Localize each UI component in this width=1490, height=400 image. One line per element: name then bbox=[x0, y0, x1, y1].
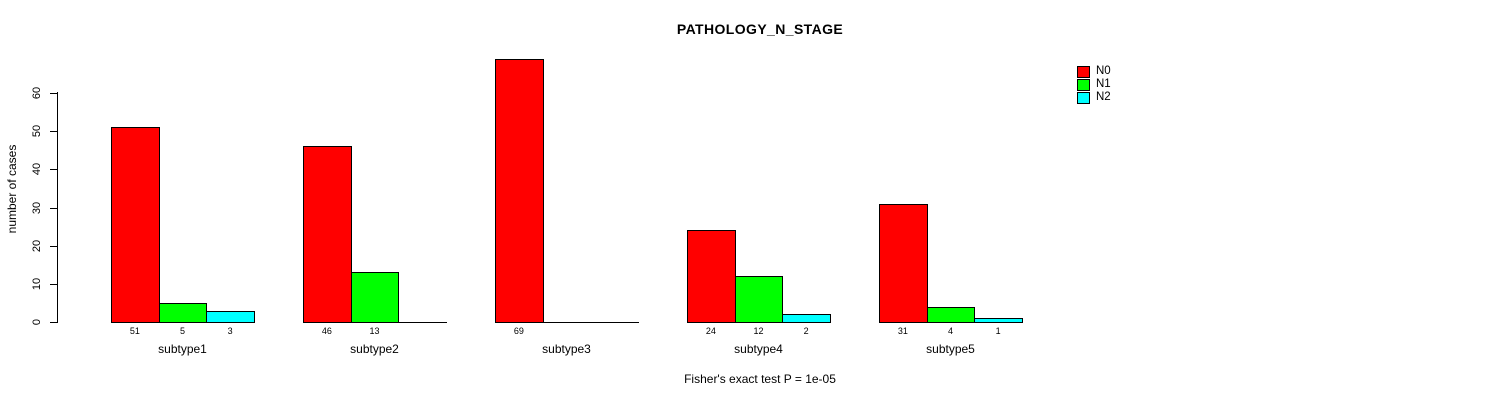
bar-subtype1-N0 bbox=[111, 127, 160, 323]
y-axis-line bbox=[57, 92, 58, 323]
y-axis-tick bbox=[50, 208, 57, 209]
bar-value-label: 2 bbox=[803, 326, 809, 336]
y-axis-tick-label: 60 bbox=[31, 86, 43, 100]
y-axis-tick bbox=[50, 322, 57, 323]
y-axis-tick-label: 40 bbox=[31, 162, 43, 176]
bar-value-label: 12 bbox=[753, 326, 764, 336]
bar-value-label: 24 bbox=[705, 326, 716, 336]
bar-value-label: 4 bbox=[947, 326, 953, 336]
y-axis-tick-label: 20 bbox=[31, 239, 43, 253]
legend-item-N1: N1 bbox=[1077, 78, 1111, 91]
bar-value-label: 5 bbox=[179, 326, 185, 336]
y-axis-tick bbox=[50, 169, 57, 170]
y-axis-tick-label: 0 bbox=[31, 318, 43, 326]
bar-subtype1-N1 bbox=[158, 303, 208, 323]
legend-swatch-N0 bbox=[1077, 65, 1090, 78]
legend: N0 N1 N2 bbox=[1077, 65, 1111, 104]
bar-value-label: 51 bbox=[129, 326, 140, 336]
legend-label: N1 bbox=[1096, 78, 1111, 90]
bar-subtype2-N1 bbox=[350, 272, 400, 323]
bar-subtype5-N1 bbox=[926, 307, 976, 323]
y-axis-tick bbox=[50, 284, 57, 285]
legend-label: N2 bbox=[1096, 91, 1111, 103]
bar-subtype1-N2 bbox=[206, 311, 255, 323]
bar-value-label: 13 bbox=[369, 326, 380, 336]
footer-annotation: Fisher's exact test P = 1e-05 bbox=[684, 372, 836, 386]
bar-subtype2-N0 bbox=[303, 146, 352, 323]
category-label-subtype5: subtype5 bbox=[926, 342, 975, 356]
y-axis-tick-label: 50 bbox=[31, 124, 43, 138]
y-axis-tick-label: 10 bbox=[31, 277, 43, 291]
category-label-subtype4: subtype4 bbox=[734, 342, 783, 356]
bar-subtype5-N2 bbox=[974, 318, 1023, 323]
bar-subtype3-N0 bbox=[495, 59, 544, 323]
bar-value-label: 69 bbox=[513, 326, 524, 336]
category-label-subtype2: subtype2 bbox=[350, 342, 399, 356]
y-axis-tick bbox=[50, 93, 57, 94]
legend-label: N0 bbox=[1096, 65, 1111, 77]
bar-value-label: 1 bbox=[995, 326, 1001, 336]
bar-value-label: 3 bbox=[227, 326, 233, 336]
bar-value-label: 31 bbox=[897, 326, 908, 336]
group-baseline bbox=[495, 322, 639, 323]
y-axis-tick bbox=[50, 246, 57, 247]
category-label-subtype3: subtype3 bbox=[542, 342, 591, 356]
category-label-subtype1: subtype1 bbox=[158, 342, 207, 356]
legend-item-N2: N2 bbox=[1077, 91, 1111, 104]
chart-title: PATHOLOGY_N_STAGE bbox=[676, 21, 844, 37]
bar-subtype4-N2 bbox=[782, 314, 831, 323]
legend-item-N0: N0 bbox=[1077, 65, 1111, 78]
bar-subtype5-N0 bbox=[879, 204, 928, 323]
bar-subtype4-N0 bbox=[687, 230, 736, 323]
y-axis-tick bbox=[50, 131, 57, 132]
bar-subtype4-N1 bbox=[734, 276, 784, 323]
legend-swatch-N1 bbox=[1077, 78, 1090, 91]
legend-swatch-N2 bbox=[1077, 91, 1090, 104]
bar-value-label: 46 bbox=[321, 326, 332, 336]
y-axis-tick-label: 30 bbox=[31, 201, 43, 215]
